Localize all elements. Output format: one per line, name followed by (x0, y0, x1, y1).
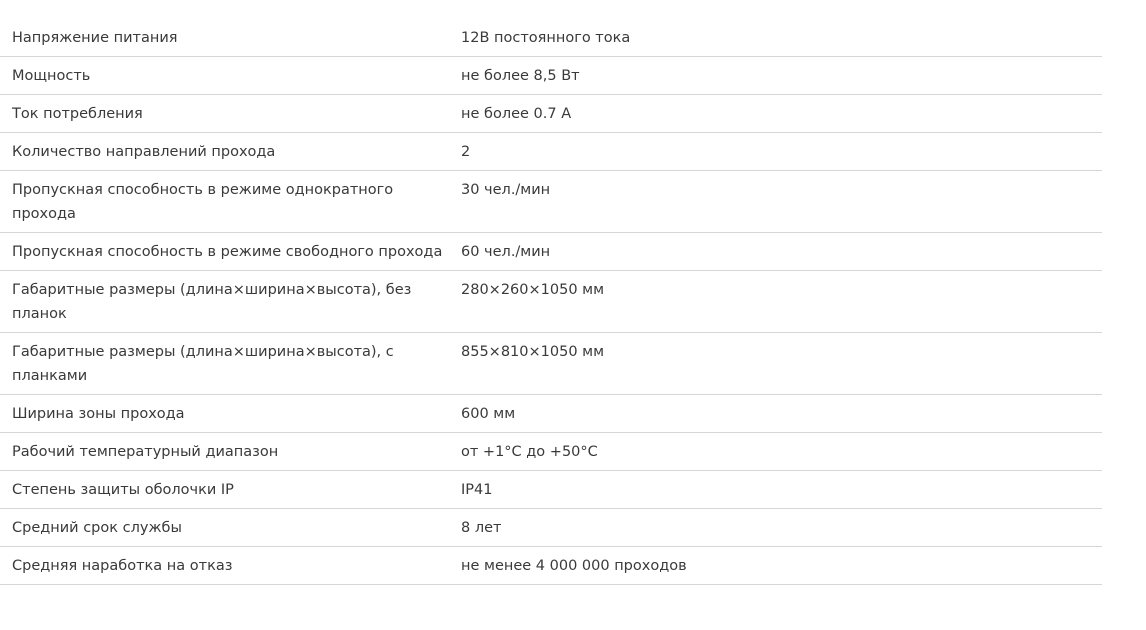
spec-row: Пропускная способность в режиме свободно… (0, 232, 1102, 271)
spec-name: Пропускная способность в режиме свободно… (0, 232, 461, 271)
spec-row: Ток потребления не более 0.7 А (0, 94, 1102, 133)
spec-row: Габаритные размеры (длина×ширина×высота)… (0, 270, 1102, 333)
spec-name: Напряжение питания (0, 19, 461, 57)
spec-value: 30 чел./мин (461, 170, 1102, 233)
page: Напряжение питания 12В постоянного тока Мо… (0, 19, 1146, 630)
spec-name: Габаритные размеры (длина×ширина×высота)… (0, 332, 461, 395)
spec-name: Ширина зоны прохода (0, 394, 461, 433)
spec-value: не более 8,5 Вт (461, 56, 1102, 95)
spec-name: Степень защиты оболочки IP (0, 470, 461, 509)
spec-value: 600 мм (461, 394, 1102, 433)
spec-row: Габаритные размеры (длина×ширина×высота)… (0, 332, 1102, 395)
spec-name: Габаритные размеры (длина×ширина×высота)… (0, 270, 461, 333)
spec-name: Количество направлений прохода (0, 132, 461, 171)
spec-table: Напряжение питания 12В постоянного тока Мо… (0, 19, 1102, 585)
spec-row: Пропускная способность в режиме однократ… (0, 170, 1102, 233)
spec-row: Рабочий температурный диапазон от +1°С до… (0, 432, 1102, 471)
spec-row: Ширина зоны прохода 600 мм (0, 394, 1102, 433)
spec-row: Количество направлений прохода 2 (0, 132, 1102, 171)
spec-value: 280×260×1050 мм (461, 270, 1102, 333)
spec-name: Мощность (0, 56, 461, 95)
spec-row: Средний срок службы 8 лет (0, 508, 1102, 547)
spec-value: 8 лет (461, 508, 1102, 547)
spec-name: Средний срок службы (0, 508, 461, 547)
spec-name: Средняя наработка на отказ (0, 546, 461, 585)
spec-row: Степень защиты оболочки IP IP41 (0, 470, 1102, 509)
spec-row: Средняя наработка на отказ не менее 4 000… (0, 546, 1102, 585)
spec-name: Ток потребления (0, 94, 461, 133)
spec-name: Рабочий температурный диапазон (0, 432, 461, 471)
spec-value: не менее 4 000 000 проходов (461, 546, 1102, 585)
spec-row: Напряжение питания 12В постоянного тока (0, 19, 1102, 57)
spec-value: 855×810×1050 мм (461, 332, 1102, 395)
spec-row: Мощность не более 8,5 Вт (0, 56, 1102, 95)
spec-value: от +1°С до +50°С (461, 432, 1102, 471)
spec-value: 12В постоянного тока (461, 19, 1102, 57)
spec-value: 2 (461, 132, 1102, 171)
spec-name: Пропускная способность в режиме однократ… (0, 170, 461, 233)
spec-value: 60 чел./мин (461, 232, 1102, 271)
spec-value: не более 0.7 А (461, 94, 1102, 133)
spec-value: IP41 (461, 470, 1102, 509)
